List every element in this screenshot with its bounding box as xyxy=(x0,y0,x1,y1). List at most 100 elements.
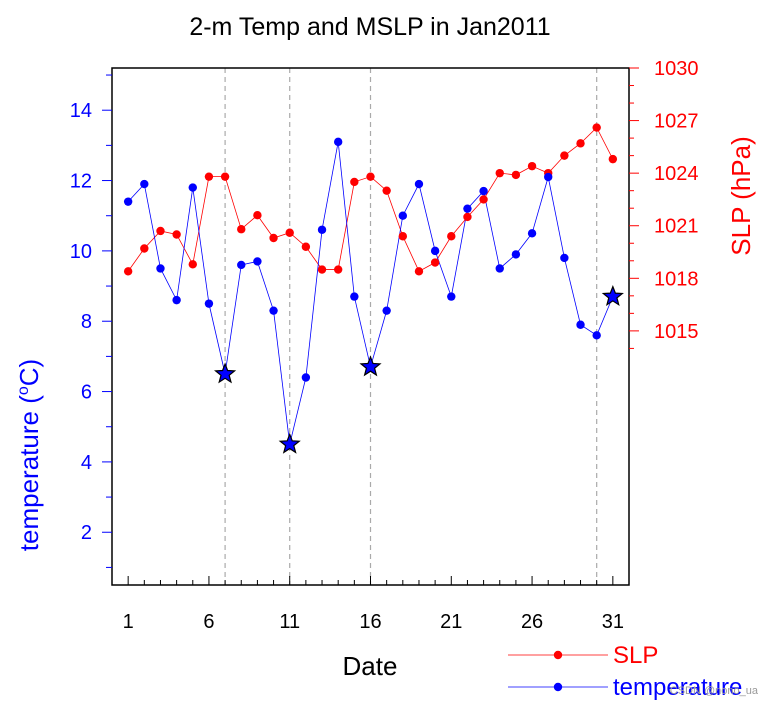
data-point-slp xyxy=(414,267,424,276)
data-point-temperature xyxy=(253,257,262,266)
right-y-axis: 1015 1018 1021 1024 1027 1030 xyxy=(629,58,699,349)
data-point-slp xyxy=(430,258,440,267)
left-y-tick-label: 8 xyxy=(81,311,92,333)
data-point-slp xyxy=(220,172,230,181)
data-point-temperature xyxy=(463,204,472,213)
data-point-slp xyxy=(511,170,521,180)
x-tick-label: 16 xyxy=(359,611,381,633)
data-point-temperature xyxy=(447,292,456,301)
legend-temperature-marker xyxy=(553,682,563,692)
data-point-slp xyxy=(463,212,472,222)
right-y-tick-label: 1030 xyxy=(654,58,699,80)
data-point-slp xyxy=(527,161,537,171)
data-point-temperature xyxy=(301,373,311,382)
left-y-axis-label-pre: temperature ( xyxy=(14,395,44,551)
data-point-temperature xyxy=(398,211,408,220)
x-tick-label: 31 xyxy=(602,611,624,633)
data-point-temperature xyxy=(123,197,133,206)
right-y-tick-label: 1015 xyxy=(654,321,699,343)
reference-lines xyxy=(224,68,598,585)
data-point-slp xyxy=(140,244,149,253)
chart-title: 2-m Temp and MSLP in Jan2011 xyxy=(189,13,550,41)
plot-frame xyxy=(111,67,630,586)
data-point-temperature xyxy=(479,186,488,196)
left-y-axis-label-sup: o xyxy=(15,386,32,395)
data-point-temperature xyxy=(140,179,149,189)
right-y-tick-label: 1024 xyxy=(654,163,699,185)
right-y-tick-label: 1018 xyxy=(654,268,699,290)
data-point-slp xyxy=(366,172,375,181)
data-point-temperature xyxy=(333,137,343,147)
left-y-axis-label-post: C) xyxy=(14,359,44,386)
star-marker-temperature xyxy=(601,284,624,307)
data-point-slp xyxy=(495,168,504,178)
data-point-temperature xyxy=(156,264,165,273)
data-point-temperature xyxy=(495,264,504,273)
data-point-temperature xyxy=(430,246,440,256)
watermark: CSDN @nono_ua xyxy=(670,685,759,697)
data-point-temperature xyxy=(511,250,521,259)
x-axis: 1 6 11 16 21 26 31 xyxy=(123,576,624,633)
data-point-slp xyxy=(333,265,343,274)
data-point-slp xyxy=(204,172,214,181)
data-point-slp xyxy=(398,232,408,241)
data-point-slp xyxy=(188,260,197,269)
data-point-slp xyxy=(269,233,278,243)
data-point-slp xyxy=(285,228,294,237)
left-y-tick-label: 14 xyxy=(70,100,92,122)
data-point-temperature xyxy=(188,183,197,192)
data-point-temperature xyxy=(317,225,327,234)
left-y-tick-label: 12 xyxy=(70,171,92,193)
data-point-slp xyxy=(253,211,262,220)
right-y-tick-label: 1021 xyxy=(654,216,699,238)
legend-temperature-label: temperature xyxy=(613,674,742,701)
series-markers xyxy=(123,123,624,454)
star-marker-temperature xyxy=(359,355,382,377)
left-y-tick-label: 4 xyxy=(81,452,92,474)
star-marker-temperature xyxy=(214,362,237,384)
data-point-slp xyxy=(301,242,311,251)
data-point-slp xyxy=(592,123,601,132)
left-y-tick-label: 2 xyxy=(81,522,92,544)
right-y-tick-label: 1027 xyxy=(654,111,699,133)
x-tick-label: 26 xyxy=(521,611,543,633)
left-y-tick-label: 10 xyxy=(70,241,92,263)
legend: SLP temperature xyxy=(508,642,742,701)
x-tick-label: 11 xyxy=(279,611,300,633)
data-point-slp xyxy=(123,267,133,276)
data-point-slp xyxy=(350,177,359,187)
x-tick-label: 21 xyxy=(440,611,462,633)
data-point-temperature xyxy=(237,260,246,270)
left-y-tick-label: 6 xyxy=(81,382,92,404)
data-point-slp xyxy=(237,225,246,234)
data-point-temperature xyxy=(560,253,569,263)
data-point-slp xyxy=(479,195,488,204)
star-marker-temperature xyxy=(278,432,301,454)
right-y-axis-label: SLP (hPa) xyxy=(726,136,756,255)
data-point-slp xyxy=(560,151,569,160)
data-point-temperature xyxy=(382,306,391,315)
data-point-slp xyxy=(382,186,391,195)
left-y-axis-label: temperature (oC) xyxy=(14,359,44,551)
legend-slp-label: SLP xyxy=(613,642,658,669)
data-point-temperature xyxy=(350,292,359,301)
data-point-slp xyxy=(156,226,165,236)
data-point-temperature xyxy=(269,306,278,315)
data-point-temperature xyxy=(576,320,585,329)
data-point-temperature xyxy=(414,179,424,189)
x-tick-label: 1 xyxy=(123,611,134,633)
data-point-temperature xyxy=(527,229,537,238)
data-point-temperature xyxy=(592,331,601,340)
data-point-slp xyxy=(576,139,585,148)
data-point-slp xyxy=(608,154,618,164)
left-y-axis: 2 4 6 8 10 12 14 xyxy=(70,74,112,568)
data-point-temperature xyxy=(544,172,553,182)
legend-slp-marker xyxy=(553,650,563,660)
x-tick-label: 6 xyxy=(203,611,214,633)
data-point-temperature xyxy=(204,299,214,308)
data-point-slp xyxy=(317,265,327,274)
data-point-slp xyxy=(172,230,181,239)
x-axis-label: Date xyxy=(343,651,398,681)
data-point-temperature xyxy=(172,295,181,305)
